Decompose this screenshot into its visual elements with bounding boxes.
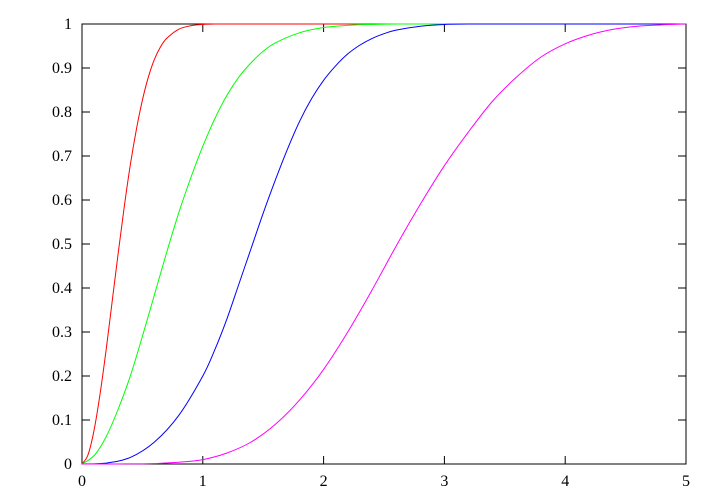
x-tick-label: 0 <box>78 473 86 490</box>
y-tick-label: 0 <box>64 456 72 473</box>
series-line-3 <box>81 23 686 465</box>
y-tick-label: 0.6 <box>52 192 72 209</box>
y-tick-label: 0.9 <box>52 60 72 77</box>
y-tick-label: 0.7 <box>52 148 72 165</box>
y-tick-label: 0.2 <box>52 368 72 385</box>
y-axis: 0 0.1 0.2 0.3 0.4 0.5 0.6 0.7 0.8 0.9 1 <box>52 16 686 473</box>
series-line-1 <box>81 23 686 465</box>
x-tick-label: 4 <box>561 473 569 490</box>
x-tick-label: 1 <box>199 473 207 490</box>
x-tick-label: 3 <box>440 473 448 490</box>
series-group <box>81 23 687 465</box>
y-tick-label: 0.3 <box>52 324 72 341</box>
series-line-4 <box>81 23 687 465</box>
x-tick-label: 5 <box>682 473 690 490</box>
y-tick-label: 1 <box>64 16 72 33</box>
y-tick-label: 0.4 <box>52 280 72 297</box>
y-tick-label: 0.8 <box>52 104 72 121</box>
y-tick-label: 0.5 <box>52 236 72 253</box>
x-axis: 0 1 2 3 4 5 <box>78 24 690 490</box>
x-tick-label: 2 <box>320 473 328 490</box>
y-tick-label: 0.1 <box>52 412 72 429</box>
series-line-2 <box>81 23 686 465</box>
